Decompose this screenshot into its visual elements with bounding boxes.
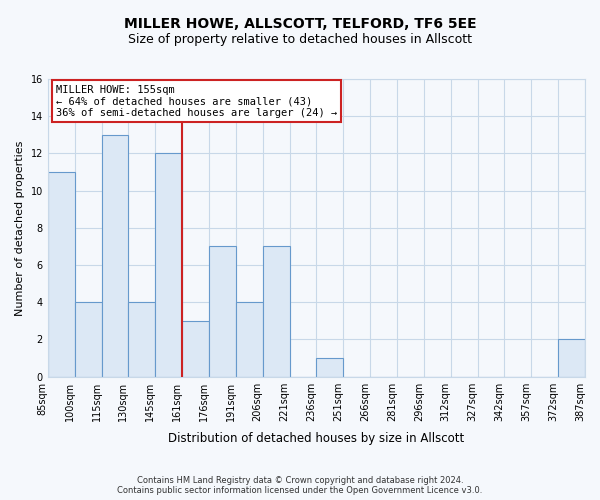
Text: MILLER HOWE, ALLSCOTT, TELFORD, TF6 5EE: MILLER HOWE, ALLSCOTT, TELFORD, TF6 5EE (124, 18, 476, 32)
Bar (263, 246, 290, 376)
Text: Size of property relative to detached houses in Allscott: Size of property relative to detached ho… (128, 32, 472, 46)
Bar (48, 172, 74, 376)
Bar (101, 135, 128, 376)
Bar (74, 302, 101, 376)
Bar (182, 321, 209, 376)
Bar (236, 302, 263, 376)
Bar (155, 154, 182, 376)
Text: Contains HM Land Registry data © Crown copyright and database right 2024.
Contai: Contains HM Land Registry data © Crown c… (118, 476, 482, 495)
X-axis label: Distribution of detached houses by size in Allscott: Distribution of detached houses by size … (168, 432, 464, 445)
Bar (209, 246, 236, 376)
Bar (316, 358, 343, 376)
Bar (558, 340, 585, 376)
Text: MILLER HOWE: 155sqm
← 64% of detached houses are smaller (43)
36% of semi-detach: MILLER HOWE: 155sqm ← 64% of detached ho… (56, 84, 337, 118)
Bar (128, 302, 155, 376)
Y-axis label: Number of detached properties: Number of detached properties (15, 140, 25, 316)
